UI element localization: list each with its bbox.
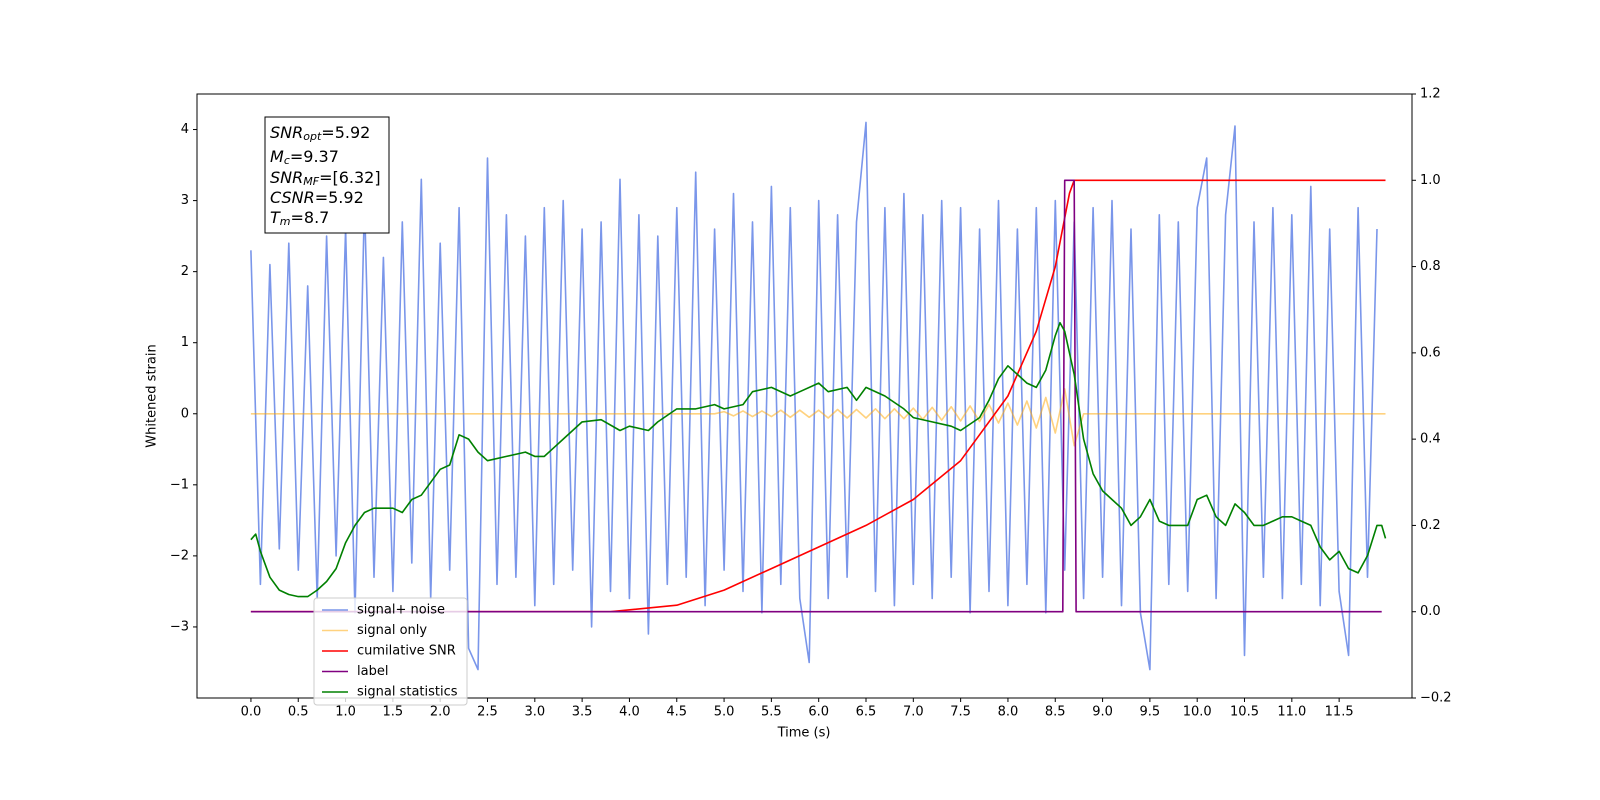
- x-tick-label: 1.0: [335, 705, 356, 720]
- legend-label: signal only: [357, 623, 427, 638]
- annotation-value: =9.37: [290, 147, 339, 166]
- x-tick-label: 7.5: [950, 705, 971, 720]
- y2-tick-label: 1.0: [1420, 173, 1441, 188]
- y-tick-label: −1: [170, 477, 189, 492]
- y-axis-label: Whitened strain: [145, 344, 160, 447]
- x-tick-label: 1.5: [383, 705, 404, 720]
- x-tick-label: 8.0: [998, 705, 1019, 720]
- x-tick-label: 11.0: [1277, 705, 1306, 720]
- x-tick-label: 10.0: [1183, 705, 1212, 720]
- legend-box: [313, 597, 468, 706]
- x-axis-label: Time (s): [777, 726, 831, 741]
- x-tick-label: 7.0: [903, 705, 924, 720]
- series-line: [250, 121, 1378, 671]
- annotation-subscript: c: [284, 154, 290, 167]
- y-tick-label: 4: [181, 122, 189, 137]
- x-tick-label: 8.5: [1045, 705, 1066, 720]
- annotation-value: =[6.32]: [319, 168, 381, 187]
- x-tick-label: 0.0: [241, 705, 262, 720]
- x-tick-label: 5.0: [714, 705, 735, 720]
- x-tick-label: 9.5: [1140, 705, 1161, 720]
- x-tick-label: 11.5: [1325, 705, 1354, 720]
- y2-tick-label: 0.8: [1420, 259, 1441, 274]
- x-tick-label: 4.0: [619, 705, 640, 720]
- annotation-symbol: CSNR: [270, 188, 315, 207]
- y-tick-label: 1: [181, 335, 189, 350]
- annotation-symbol: SNR: [270, 123, 303, 142]
- x-tick-label: 10.5: [1230, 705, 1259, 720]
- legend-label: label: [357, 664, 388, 679]
- annotation-subscript: MF: [303, 175, 319, 188]
- annotation-line: CSNR=5.92: [270, 188, 364, 207]
- annotation-value: =5.92: [321, 123, 370, 142]
- annotation-symbol: T: [270, 208, 281, 227]
- legend-label: signal+ noise: [357, 603, 445, 618]
- x-tick-label: 5.5: [761, 705, 782, 720]
- annotation-box: [264, 116, 390, 234]
- x-tick-label: 3.5: [572, 705, 593, 720]
- y2-tick-label: 0.4: [1420, 432, 1441, 447]
- x-tick-label: 2.5: [477, 705, 498, 720]
- y2-tick-label: 0.6: [1420, 345, 1441, 360]
- annotation-symbol: M: [270, 147, 284, 166]
- annotation-value: =8.7: [291, 208, 330, 227]
- y-tick-label: −3: [170, 619, 189, 634]
- legend-label: signal statistics: [357, 685, 458, 700]
- y-tick-label: 3: [181, 193, 189, 208]
- x-tick-label: 6.0: [808, 705, 829, 720]
- annotation-line: SNRopt=5.92: [270, 123, 370, 144]
- y2-tick-label: −0.2: [1420, 691, 1452, 706]
- annotation-line: SNRMF=[6.32]: [270, 168, 381, 189]
- legend-label: cumilative SNR: [357, 644, 456, 659]
- series-line: [250, 179, 1382, 613]
- annotation-subscript: m: [280, 215, 291, 228]
- y2-tick-label: 1.2: [1420, 87, 1441, 102]
- y2-tick-label: 0.0: [1420, 604, 1441, 619]
- series-line: [250, 388, 1386, 447]
- y-tick-label: −2: [170, 548, 189, 563]
- annotation-symbol: SNR: [270, 168, 303, 187]
- x-tick-label: 4.5: [666, 705, 687, 720]
- annotation-line: Tm=8.7: [270, 208, 329, 229]
- annotation-subscript: opt: [303, 130, 322, 143]
- annotation-value: =5.92: [315, 188, 364, 207]
- x-tick-label: 0.5: [288, 705, 309, 720]
- axes-frame: [196, 93, 1413, 699]
- x-tick-label: 2.0: [430, 705, 451, 720]
- x-tick-label: 3.0: [524, 705, 545, 720]
- x-tick-label: 6.5: [856, 705, 877, 720]
- y-tick-label: 2: [181, 264, 189, 279]
- annotation-line: Mc=9.37: [270, 147, 339, 168]
- y-tick-label: 0: [181, 406, 189, 421]
- x-tick-label: 9.0: [1092, 705, 1113, 720]
- y2-tick-label: 0.2: [1420, 518, 1441, 533]
- series-line: [250, 321, 1387, 598]
